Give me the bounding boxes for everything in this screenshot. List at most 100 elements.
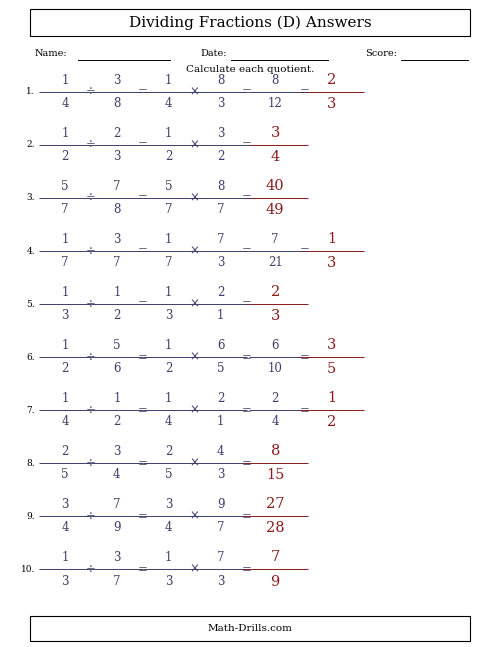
Text: 3: 3 (327, 256, 336, 270)
Text: 4: 4 (165, 415, 172, 428)
Text: 2: 2 (217, 286, 224, 299)
Text: Math-Drills.com: Math-Drills.com (208, 624, 292, 633)
Text: 3.: 3. (26, 193, 35, 203)
Text: 7: 7 (270, 550, 280, 564)
Text: 1: 1 (165, 233, 172, 246)
Text: Dividing Fractions (D) Answers: Dividing Fractions (D) Answers (128, 16, 372, 30)
Text: 8: 8 (217, 180, 224, 193)
Text: 1: 1 (62, 392, 68, 405)
Text: 49: 49 (266, 203, 284, 217)
Text: 3: 3 (113, 551, 120, 564)
Text: 10.: 10. (20, 565, 35, 574)
Text: 4: 4 (113, 468, 120, 481)
Text: =: = (242, 563, 252, 576)
Text: 2: 2 (165, 150, 172, 163)
Text: 2: 2 (165, 445, 172, 458)
Text: ×: × (190, 298, 200, 311)
Text: ×: × (190, 85, 200, 98)
Text: 3: 3 (113, 150, 120, 163)
Text: =: = (138, 351, 147, 364)
Text: 3: 3 (113, 233, 120, 246)
Text: 1: 1 (113, 392, 120, 405)
Text: 7: 7 (217, 203, 224, 216)
Text: 3: 3 (61, 498, 69, 511)
Text: =: = (138, 510, 147, 523)
Text: 3: 3 (61, 575, 69, 587)
Text: 7: 7 (272, 233, 279, 246)
Text: 3: 3 (165, 309, 172, 322)
Text: 1: 1 (165, 286, 172, 299)
Text: 7: 7 (217, 521, 224, 534)
Text: 4: 4 (61, 97, 69, 110)
Text: =: = (138, 404, 147, 417)
Text: 3: 3 (113, 445, 120, 458)
Text: 1: 1 (62, 551, 68, 564)
Text: 2: 2 (62, 362, 68, 375)
Text: 1: 1 (327, 391, 336, 405)
FancyBboxPatch shape (30, 616, 470, 641)
Text: ÷: ÷ (86, 510, 96, 523)
Text: 7: 7 (217, 233, 224, 246)
Text: 3: 3 (327, 338, 336, 352)
Text: 5: 5 (217, 362, 224, 375)
Text: 5: 5 (113, 339, 120, 352)
Text: 9: 9 (217, 498, 224, 511)
Text: 3: 3 (217, 127, 224, 140)
Text: =: = (242, 351, 252, 364)
Text: =: = (138, 457, 147, 470)
Text: 12: 12 (268, 97, 282, 110)
Text: 4: 4 (61, 521, 69, 534)
Text: 1: 1 (217, 309, 224, 322)
Text: 8.: 8. (26, 459, 35, 468)
Text: 1: 1 (165, 392, 172, 405)
Text: =: = (242, 85, 252, 98)
Text: ÷: ÷ (86, 245, 96, 258)
Text: =: = (300, 351, 310, 364)
Text: ×: × (190, 351, 200, 364)
Text: 1: 1 (165, 551, 172, 564)
Text: =: = (242, 510, 252, 523)
Text: ×: × (190, 404, 200, 417)
Text: 7: 7 (113, 498, 120, 511)
Text: ×: × (190, 457, 200, 470)
Text: 10: 10 (268, 362, 282, 375)
Text: 7.: 7. (26, 406, 35, 415)
Text: 3: 3 (217, 575, 224, 587)
Text: ÷: ÷ (86, 457, 96, 470)
Text: 2: 2 (217, 150, 224, 163)
Text: ÷: ÷ (86, 85, 96, 98)
Text: ×: × (190, 138, 200, 151)
Text: 6.: 6. (26, 353, 35, 362)
Text: 7: 7 (113, 180, 120, 193)
Text: 3: 3 (113, 74, 120, 87)
Text: 3: 3 (270, 309, 280, 324)
Text: 9.: 9. (26, 512, 35, 521)
Text: =: = (300, 85, 310, 98)
Text: 1: 1 (62, 127, 68, 140)
Text: 2: 2 (113, 127, 120, 140)
Text: 5: 5 (61, 180, 69, 193)
Text: =: = (138, 245, 147, 258)
Text: 5: 5 (165, 468, 172, 481)
Text: ×: × (190, 245, 200, 258)
Text: 3: 3 (61, 309, 69, 322)
Text: ×: × (190, 563, 200, 576)
Text: 1: 1 (165, 339, 172, 352)
Text: Name:: Name: (35, 49, 68, 58)
Text: 40: 40 (266, 179, 284, 193)
Text: ÷: ÷ (86, 351, 96, 364)
Text: 1: 1 (327, 232, 336, 246)
Text: 8: 8 (113, 97, 120, 110)
Text: ×: × (190, 510, 200, 523)
Text: Date:: Date: (200, 49, 226, 58)
Text: 28: 28 (266, 521, 284, 536)
Text: 5.: 5. (26, 300, 35, 309)
Text: =: = (138, 298, 147, 311)
Text: 2: 2 (113, 415, 120, 428)
Text: 2: 2 (217, 392, 224, 405)
Text: 2: 2 (272, 392, 279, 405)
Text: 7: 7 (165, 203, 172, 216)
Text: ÷: ÷ (86, 298, 96, 311)
Text: 3: 3 (165, 498, 172, 511)
Text: =: = (242, 245, 252, 258)
